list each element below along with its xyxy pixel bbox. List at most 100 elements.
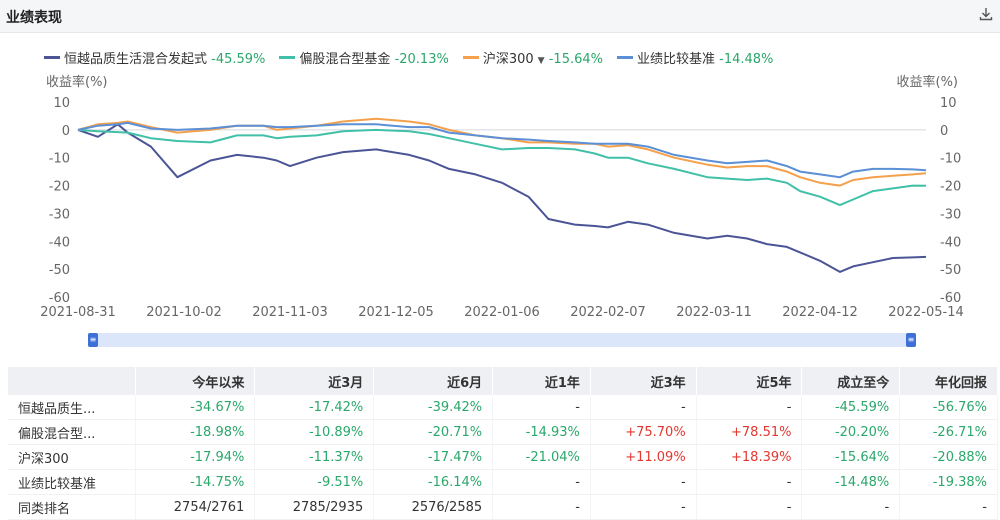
dropdown-arrow-icon[interactable]: ▼	[537, 56, 545, 66]
x-tick-label: 2022-03-11	[676, 305, 752, 320]
table-row: 同类排名 2754/2761 2785/2935 2576/2585- - - - -	[8, 494, 998, 520]
row-name: 偏股混合型...	[8, 419, 137, 445]
y-tick-label-right: -60	[940, 291, 961, 306]
table-cell: +11.09%	[590, 444, 697, 470]
x-tick-label: 2022-02-07	[570, 305, 646, 320]
y-axis-title-right: 收益率(%)	[897, 74, 959, 90]
table-cell: -45.59%	[801, 395, 901, 420]
table-cell: -21.04%	[492, 444, 591, 470]
legend-swatch	[44, 56, 60, 59]
table-header-cell: 近3月	[254, 367, 375, 395]
table-cell: +18.39%	[696, 444, 803, 470]
table-cell: 2754/2761	[135, 494, 256, 520]
table-cell: -17.42%	[254, 395, 375, 420]
y-tick-label-left: -60	[49, 291, 70, 306]
panel-header: 业绩表现	[0, 0, 1000, 33]
table-cell: -20.20%	[801, 419, 901, 445]
table-header-cell: 近6月	[373, 367, 494, 395]
legend-swatch	[462, 56, 479, 59]
y-tick-label-left: 10	[53, 96, 70, 111]
table-cell: -39.42%	[373, 395, 494, 420]
table-cell: -17.94%	[135, 444, 256, 470]
table-cell: -56.76%	[899, 395, 998, 420]
table-cell: -	[492, 395, 591, 420]
x-tick-label: 2021-12-05	[358, 305, 434, 320]
table-header-cell: 今年以来	[135, 367, 256, 395]
y-tick-label-left: -40	[49, 235, 70, 250]
table-row: 沪深300 -17.94% -11.37% -17.47% -21.04% +11.09%…	[8, 444, 998, 470]
y-tick-label-right: -10	[940, 152, 961, 167]
y-tick-label-right: -20	[940, 180, 961, 195]
table-cell: -	[696, 395, 803, 420]
legend-swatch	[617, 56, 633, 59]
row-name: 沪深300	[8, 444, 137, 470]
legend-value: -20.13%	[390, 52, 449, 67]
y-tick-label-right: 0	[940, 124, 948, 139]
y-axis-title-left: 收益率(%)	[46, 74, 108, 90]
legend-item[interactable]: 偏股混合型基金 -20.13%	[279, 48, 449, 67]
download-icon[interactable]	[978, 6, 994, 22]
table-cell: 2785/2935	[254, 494, 375, 520]
x-tick-label: 2022-01-06	[464, 305, 540, 320]
legend-swatch	[279, 56, 296, 59]
table-cell: -14.48%	[801, 469, 901, 495]
table-cell: -15.64%	[801, 444, 901, 470]
legend-value: -45.59%	[207, 52, 266, 67]
panel-title: 业绩表现	[6, 10, 62, 26]
table-row: 恒越品质生... -34.67% -17.42% -39.42% - - - -45.59% -…	[8, 395, 998, 420]
slider-right-handle[interactable]: ≡	[906, 333, 916, 347]
table-header-cell: 近3年	[590, 367, 697, 395]
table-cell: -	[492, 469, 591, 495]
table-header-cell	[8, 367, 137, 395]
table-cell: -11.37%	[254, 444, 375, 470]
chart-legend: 恒越品质生活混合发起式 -45.59% 偏股混合型基金 -20.13% 沪深300 ▼…	[44, 48, 787, 67]
table-cell: -	[590, 494, 697, 520]
y-tick-label-right: 10	[940, 96, 957, 111]
table-header-cell: 近1年	[492, 367, 591, 395]
x-tick-label: 2021-10-02	[146, 305, 222, 320]
legend-value: -14.48%	[715, 52, 774, 67]
y-tick-label-right: -30	[940, 207, 961, 222]
table-cell: -17.47%	[373, 444, 494, 470]
table-header-row: 今年以来 近3月 近6月 近1年 近3年 近5年 成立至今 年化回报	[8, 367, 998, 395]
legend-label: 恒越品质生活混合发起式	[64, 52, 208, 67]
y-tick-label-left: -20	[49, 180, 70, 195]
table-cell: -14.93%	[492, 419, 591, 445]
legend-label: 沪深300	[482, 52, 534, 67]
table-cell: -10.89%	[254, 419, 375, 445]
x-tick-label: 2022-04-12	[782, 305, 858, 320]
table-cell: -20.71%	[373, 419, 494, 445]
legend-value: -15.64%	[544, 52, 603, 67]
table-header-cell: 成立至今	[801, 367, 901, 395]
table-cell: -19.38%	[899, 469, 998, 495]
x-tick-label: 2021-08-31	[40, 305, 116, 320]
legend-item[interactable]: 恒越品质生活混合发起式 -45.59%	[44, 48, 265, 67]
table-cell: +78.51%	[696, 419, 803, 445]
table-cell: -	[590, 469, 697, 495]
table-header-cell: 近5年	[696, 367, 803, 395]
table-cell: -	[492, 494, 591, 520]
table-cell: -	[696, 469, 803, 495]
performance-table: 今年以来 近3月 近6月 近1年 近3年 近5年 成立至今 年化回报 恒越品质生... -34.…	[8, 367, 998, 520]
legend-label: 业绩比较基准	[637, 52, 716, 67]
table-cell: 2576/2585	[373, 494, 494, 520]
table-cell: -	[696, 494, 803, 520]
y-tick-label-left: 0	[62, 124, 70, 139]
performance-line-chart: 收益率(%) 收益率(%) 10 10 0 0 -10 -10 -20 -20 -30 -30 -40 -…	[40, 74, 964, 320]
legend-item[interactable]: 沪深300 ▼ -15.64%	[462, 48, 603, 67]
y-tick-label-right: -50	[940, 263, 961, 278]
y-tick-label-left: -30	[49, 207, 70, 222]
time-range-slider[interactable]: ≡ ≡	[88, 333, 916, 347]
series-line	[77, 128, 927, 207]
table-cell: -14.75%	[135, 469, 256, 495]
table-cell: -	[590, 395, 697, 420]
y-tick-label-right: -40	[940, 235, 961, 250]
table-cell: -18.98%	[135, 419, 256, 445]
table-row: 偏股混合型... -18.98% -10.89% -20.71% -14.93% +75.…	[8, 419, 998, 445]
y-tick-label-left: -50	[49, 263, 70, 278]
slider-left-handle[interactable]: ≡	[88, 333, 98, 347]
y-tick-label-left: -10	[49, 152, 70, 167]
legend-item[interactable]: 业绩比较基准 -14.48%	[617, 48, 773, 67]
table-cell: +75.70%	[590, 419, 697, 445]
legend-label: 偏股混合型基金	[299, 52, 391, 67]
